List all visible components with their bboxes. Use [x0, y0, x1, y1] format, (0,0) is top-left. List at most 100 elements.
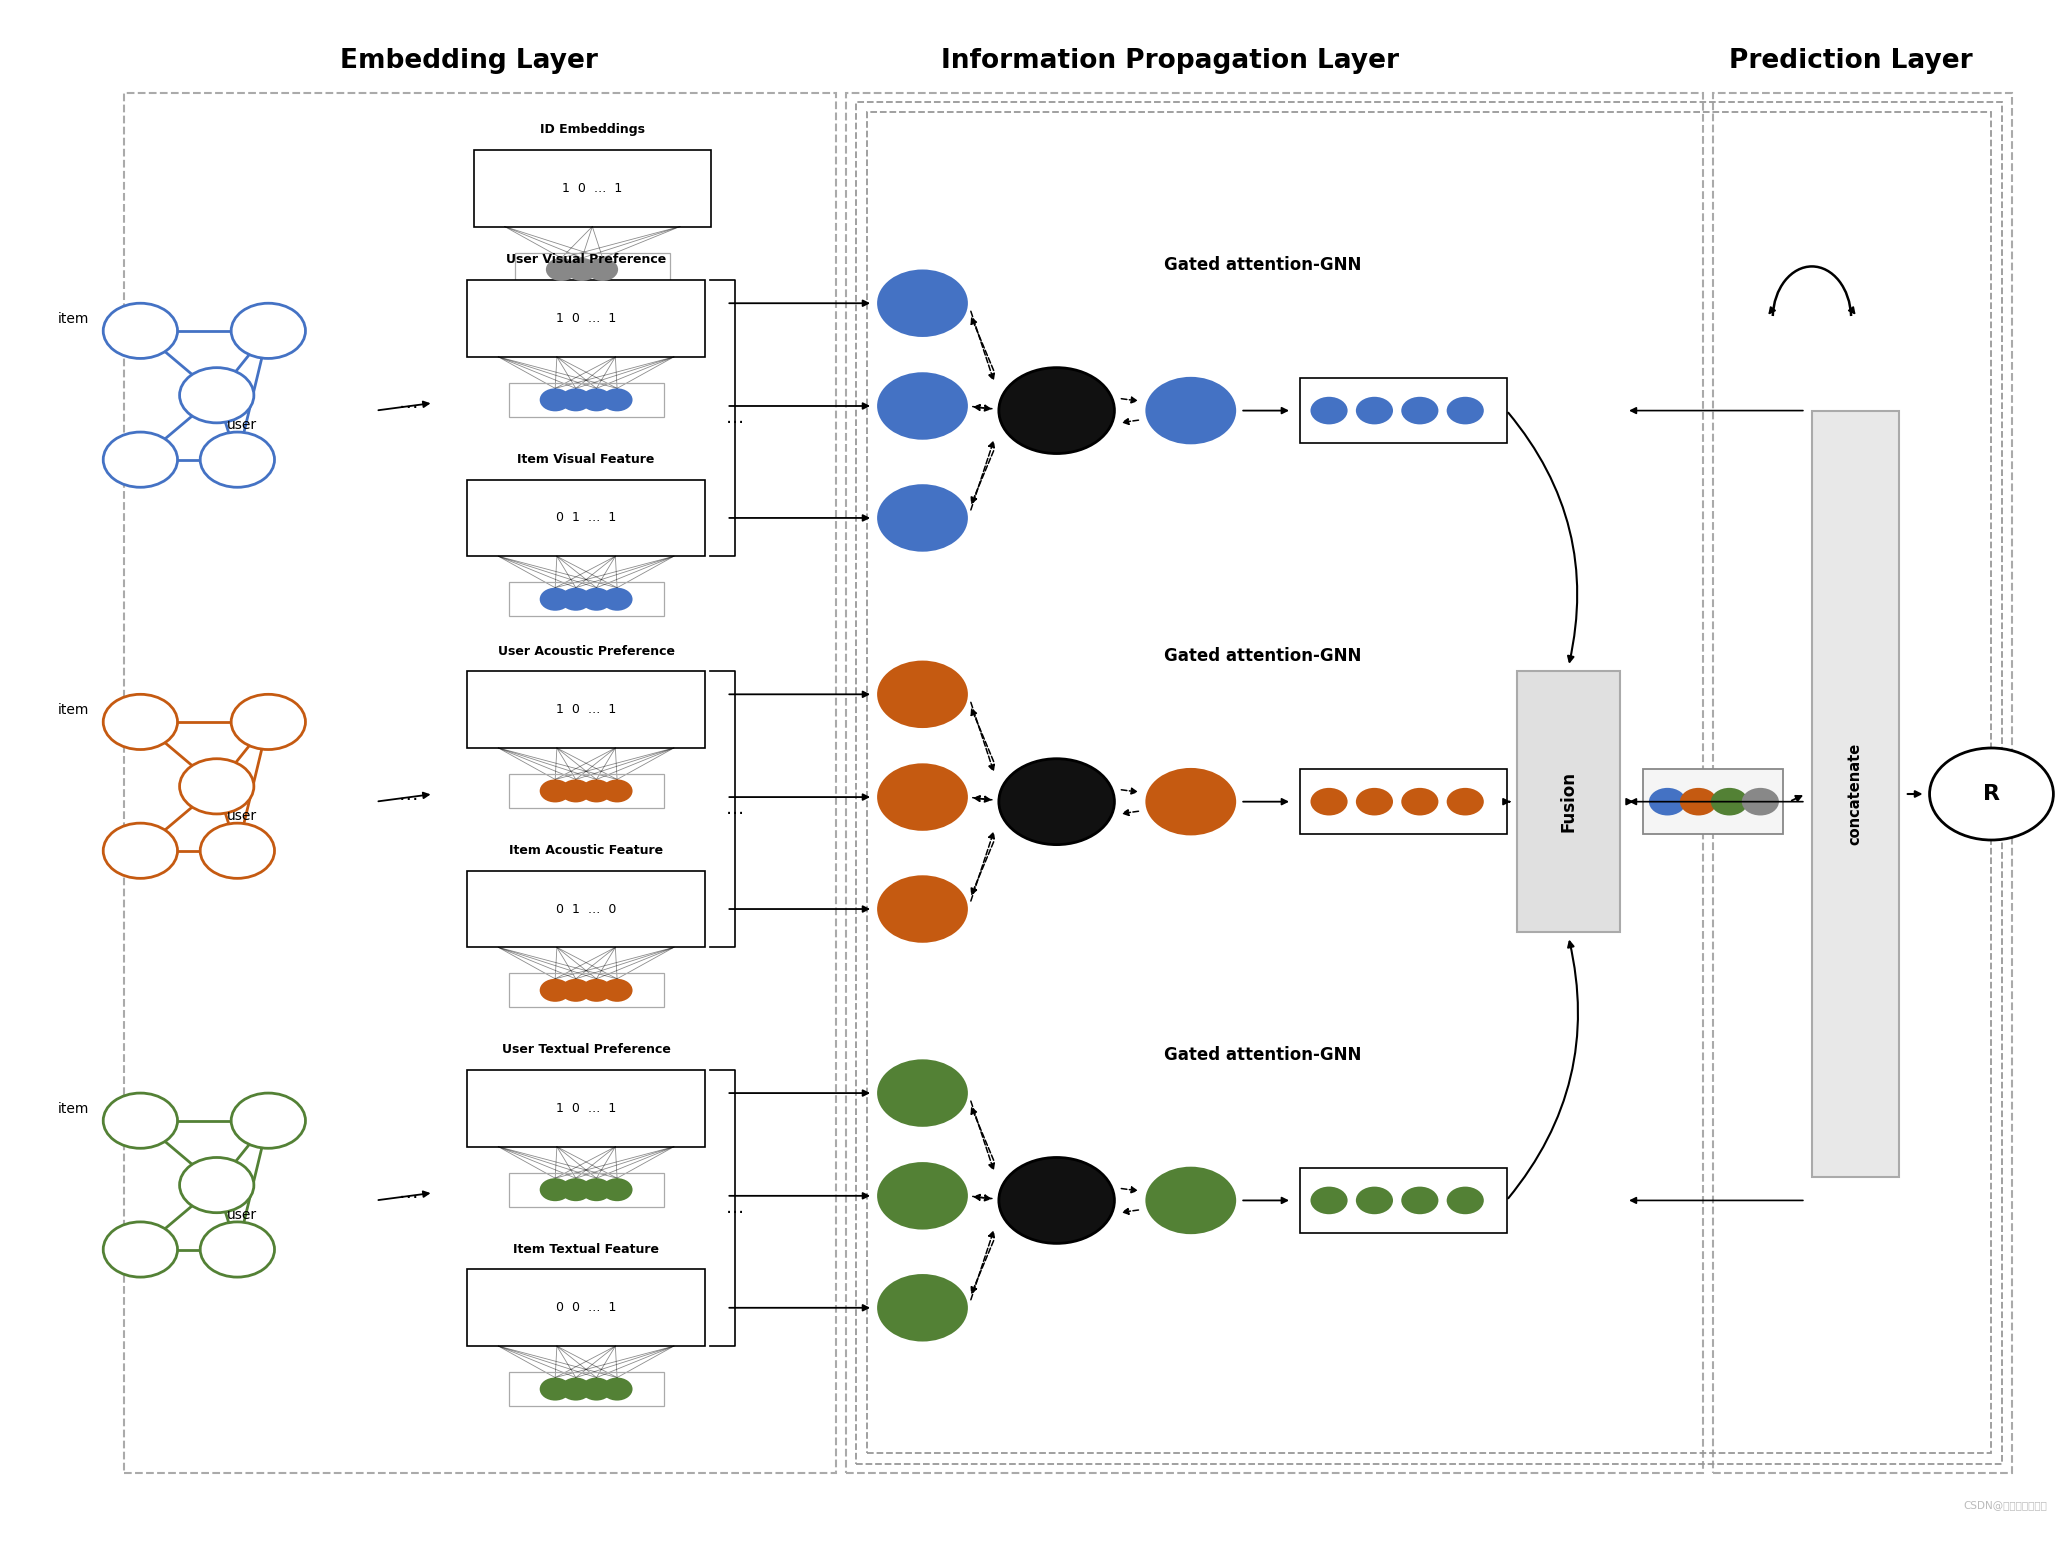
Circle shape	[1310, 788, 1347, 816]
Text: Fusion: Fusion	[1560, 771, 1577, 833]
Circle shape	[559, 779, 591, 802]
Bar	[468, 1269, 704, 1346]
Circle shape	[1146, 1167, 1237, 1234]
Circle shape	[559, 389, 591, 412]
Circle shape	[180, 367, 255, 423]
Circle shape	[1711, 788, 1749, 816]
Circle shape	[876, 372, 968, 439]
Bar	[516, 253, 669, 287]
Bar	[1299, 1169, 1506, 1232]
Text: User Acoustic Preference: User Acoustic Preference	[497, 645, 675, 657]
Circle shape	[1446, 1187, 1484, 1214]
Bar	[468, 1070, 704, 1147]
Text: …: …	[725, 409, 744, 427]
Circle shape	[1743, 788, 1780, 816]
Text: …: …	[400, 393, 419, 412]
Bar	[510, 774, 663, 808]
Bar	[1299, 378, 1506, 443]
Circle shape	[601, 588, 632, 611]
Circle shape	[999, 1158, 1115, 1243]
Bar	[510, 382, 663, 416]
Bar	[1299, 769, 1506, 834]
Circle shape	[1146, 376, 1237, 444]
Text: user: user	[228, 1207, 257, 1221]
Text: …: …	[725, 800, 744, 819]
Circle shape	[999, 367, 1115, 453]
Circle shape	[876, 1274, 968, 1342]
Circle shape	[601, 1178, 632, 1201]
Circle shape	[1355, 788, 1392, 816]
Text: concatenate: concatenate	[1848, 743, 1863, 845]
Circle shape	[1355, 1187, 1392, 1214]
Circle shape	[566, 258, 597, 281]
Bar	[510, 1372, 663, 1406]
Text: item: item	[58, 703, 89, 717]
Circle shape	[104, 823, 178, 879]
Circle shape	[180, 1158, 255, 1212]
Text: 0  1  …  1: 0 1 … 1	[555, 512, 615, 524]
Circle shape	[876, 1059, 968, 1127]
Text: 0  0  …  1: 0 0 … 1	[555, 1301, 615, 1314]
Bar	[468, 671, 704, 748]
Bar	[866, 111, 1991, 1454]
Circle shape	[1929, 748, 2053, 840]
Bar	[510, 1173, 663, 1206]
Circle shape	[201, 1221, 274, 1277]
Circle shape	[999, 759, 1115, 845]
Text: Item Visual Feature: Item Visual Feature	[518, 453, 655, 466]
Text: item: item	[58, 1103, 89, 1116]
Text: 1  0  …  1: 1 0 … 1	[555, 703, 615, 715]
Circle shape	[580, 588, 611, 611]
Circle shape	[539, 1377, 570, 1400]
Circle shape	[1446, 396, 1484, 424]
Text: Item Textual Feature: Item Textual Feature	[514, 1243, 659, 1255]
Circle shape	[876, 270, 968, 338]
Text: Item Acoustic Feature: Item Acoustic Feature	[510, 843, 663, 857]
Circle shape	[601, 979, 632, 1002]
Bar	[468, 281, 704, 356]
Text: User Textual Preference: User Textual Preference	[501, 1044, 671, 1056]
Circle shape	[876, 1163, 968, 1229]
Circle shape	[559, 588, 591, 611]
Text: 0  1  …  0: 0 1 … 0	[555, 902, 615, 916]
Circle shape	[601, 389, 632, 412]
Circle shape	[1146, 768, 1237, 836]
Circle shape	[232, 304, 305, 358]
Circle shape	[601, 1377, 632, 1400]
Text: user: user	[228, 810, 257, 823]
Circle shape	[559, 979, 591, 1002]
Text: ID Embeddings: ID Embeddings	[541, 123, 644, 136]
Circle shape	[876, 763, 968, 831]
Bar	[856, 102, 2002, 1465]
Bar	[124, 93, 835, 1474]
Circle shape	[1649, 788, 1687, 816]
Circle shape	[539, 389, 570, 412]
Text: Gated attention-GNN: Gated attention-GNN	[1164, 648, 1361, 665]
Text: CSDN@爱嗝太阳的胖子: CSDN@爱嗝太阳的胖子	[1964, 1500, 2047, 1510]
Circle shape	[1446, 788, 1484, 816]
Text: Prediction Layer: Prediction Layer	[1730, 48, 1973, 74]
Circle shape	[876, 660, 968, 728]
Text: Gated attention-GNN: Gated attention-GNN	[1164, 256, 1361, 274]
Text: Gated attention-GNN: Gated attention-GNN	[1164, 1045, 1361, 1064]
Circle shape	[559, 1178, 591, 1201]
Text: Embedding Layer: Embedding Layer	[340, 48, 597, 74]
Text: …: …	[400, 1183, 419, 1203]
Bar	[1811, 410, 1898, 1178]
Text: 1  0  …  1: 1 0 … 1	[562, 182, 622, 194]
Circle shape	[580, 389, 611, 412]
Circle shape	[539, 779, 570, 802]
Text: Information Propagation Layer: Information Propagation Layer	[941, 48, 1399, 74]
Circle shape	[201, 823, 274, 879]
Text: 1  0  …  1: 1 0 … 1	[555, 1103, 615, 1115]
Bar	[1714, 93, 2012, 1474]
Circle shape	[580, 779, 611, 802]
Circle shape	[876, 484, 968, 552]
Circle shape	[1680, 788, 1718, 816]
Circle shape	[539, 588, 570, 611]
Circle shape	[104, 432, 178, 487]
Text: R: R	[1983, 783, 1999, 803]
Circle shape	[104, 1221, 178, 1277]
Circle shape	[539, 1178, 570, 1201]
Circle shape	[876, 876, 968, 942]
